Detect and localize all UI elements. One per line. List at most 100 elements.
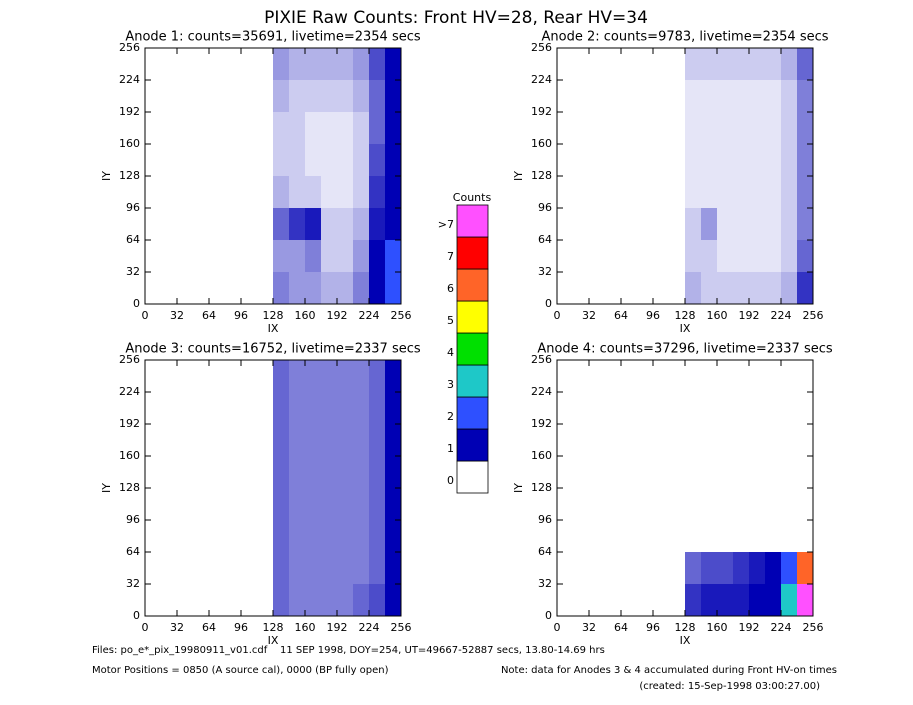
x-tick-label: 64 xyxy=(614,621,628,634)
heat-cell xyxy=(337,424,353,456)
heat-cell xyxy=(733,80,749,112)
heat-cell xyxy=(717,176,733,208)
heat-cell xyxy=(353,144,369,176)
heat-cell xyxy=(289,80,305,112)
heat-cell xyxy=(289,208,305,240)
x-axis-label: IX xyxy=(680,322,691,335)
heat-cell xyxy=(289,552,305,584)
heat-cell xyxy=(305,144,321,176)
heat-cell xyxy=(321,112,337,144)
y-tick-label: 224 xyxy=(119,73,140,86)
y-tick-label: 128 xyxy=(119,481,140,494)
y-tick-label: 224 xyxy=(119,385,140,398)
heat-cell xyxy=(733,176,749,208)
heat-cell xyxy=(289,176,305,208)
x-axis-label: IX xyxy=(268,322,279,335)
heat-cell xyxy=(797,360,813,392)
y-tick-label: 64 xyxy=(538,233,552,246)
heat-cell xyxy=(305,208,321,240)
heat-cell xyxy=(781,240,797,272)
heat-cell xyxy=(701,520,717,552)
heat-cell xyxy=(289,424,305,456)
y-tick-label: 160 xyxy=(531,449,552,462)
y-tick-label: 96 xyxy=(126,201,140,214)
heat-cell xyxy=(273,80,289,112)
x-tick-label: 128 xyxy=(263,621,284,634)
heat-cell xyxy=(273,392,289,424)
heat-cell xyxy=(685,112,701,144)
y-tick-label: 256 xyxy=(531,41,552,54)
heat-cell xyxy=(733,488,749,520)
y-tick-label: 0 xyxy=(545,297,552,310)
heat-cell xyxy=(305,112,321,144)
heat-cell xyxy=(765,360,781,392)
heat-cell xyxy=(685,456,701,488)
heat-cell xyxy=(337,80,353,112)
heat-cell xyxy=(781,144,797,176)
heat-cell xyxy=(385,584,401,616)
x-tick-label: 96 xyxy=(646,309,660,322)
heat-cell xyxy=(749,552,765,584)
heat-cell xyxy=(385,456,401,488)
colorbar-label: >7 xyxy=(438,218,454,231)
heat-cell xyxy=(369,552,385,584)
heat-cell xyxy=(321,176,337,208)
heat-cell xyxy=(337,144,353,176)
heat-cell xyxy=(305,48,321,80)
heat-cell xyxy=(369,240,385,272)
heat-cell xyxy=(797,112,813,144)
heat-cell xyxy=(733,272,749,304)
heat-cell xyxy=(749,360,765,392)
colorbar-label: 5 xyxy=(447,314,454,327)
heat-cell xyxy=(749,240,765,272)
heat-cell xyxy=(717,144,733,176)
heat-cell xyxy=(701,424,717,456)
heat-cell xyxy=(733,392,749,424)
colorbar-label: 7 xyxy=(447,250,454,263)
x-tick-label: 256 xyxy=(391,621,412,634)
heat-cell xyxy=(749,424,765,456)
y-tick-label: 256 xyxy=(119,41,140,54)
heat-cell xyxy=(289,48,305,80)
heat-cell xyxy=(781,80,797,112)
x-tick-label: 32 xyxy=(582,621,596,634)
heat-cell xyxy=(321,520,337,552)
heat-cell xyxy=(321,424,337,456)
heat-cell xyxy=(353,48,369,80)
y-tick-label: 128 xyxy=(119,169,140,182)
heat-cell xyxy=(781,392,797,424)
x-tick-label: 64 xyxy=(202,621,216,634)
heat-cell xyxy=(717,424,733,456)
colorbar-swatch xyxy=(456,300,489,334)
heat-cell xyxy=(717,80,733,112)
heat-cell xyxy=(717,584,733,616)
heat-cell xyxy=(337,48,353,80)
colorbar-swatch xyxy=(456,332,489,366)
x-tick-label: 32 xyxy=(170,309,184,322)
heat-cell xyxy=(717,240,733,272)
footer-note: Note: data for Anodes 3 & 4 accumulated … xyxy=(501,665,837,676)
heat-cell xyxy=(797,144,813,176)
colorbar-label: 6 xyxy=(447,282,454,295)
colorbar-label: 0 xyxy=(447,474,454,487)
heat-cell xyxy=(337,456,353,488)
heat-cell xyxy=(765,272,781,304)
heat-cell xyxy=(797,272,813,304)
heat-cell xyxy=(385,488,401,520)
heat-cell xyxy=(369,488,385,520)
heat-cell xyxy=(273,488,289,520)
heat-cell xyxy=(321,360,337,392)
y-axis-label: IY xyxy=(100,171,113,181)
heat-cell xyxy=(369,48,385,80)
x-tick-label: 256 xyxy=(391,309,412,322)
y-tick-label: 224 xyxy=(531,385,552,398)
heat-cell xyxy=(353,176,369,208)
y-tick-label: 160 xyxy=(531,137,552,150)
heat-cell xyxy=(717,208,733,240)
heat-cell xyxy=(321,392,337,424)
y-tick-label: 160 xyxy=(119,449,140,462)
heat-cell xyxy=(369,424,385,456)
heat-cell xyxy=(797,240,813,272)
heat-cell xyxy=(717,456,733,488)
x-tick-label: 96 xyxy=(234,621,248,634)
